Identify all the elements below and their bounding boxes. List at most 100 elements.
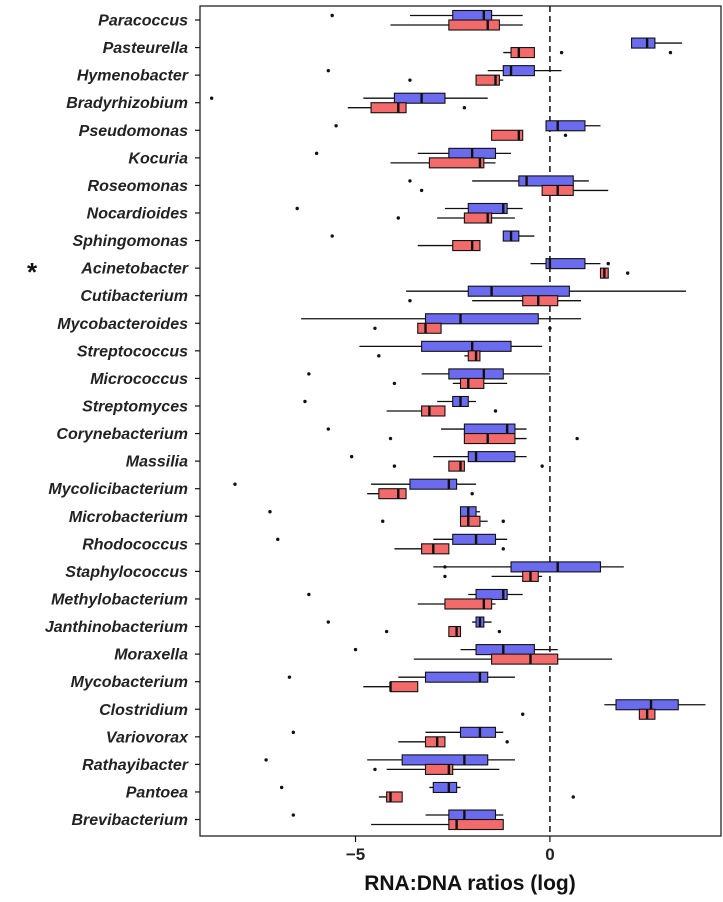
red-box <box>510 47 535 59</box>
category-label: Clostridium <box>99 702 188 719</box>
red-box <box>459 515 481 527</box>
blue-box <box>510 561 602 573</box>
category-label: Nocardioides <box>87 205 188 222</box>
blue-box <box>467 451 516 463</box>
category-label: Rhodococcus <box>82 536 188 553</box>
blue-box <box>448 368 504 380</box>
red-box <box>389 681 419 693</box>
blue-outlier-point <box>295 206 299 211</box>
red-box <box>522 295 559 307</box>
blue-box <box>432 781 458 794</box>
red-box <box>463 212 493 224</box>
red-box <box>491 129 524 141</box>
red-box <box>421 405 446 417</box>
blue-box <box>502 65 535 77</box>
blue-outlier-point <box>287 675 292 679</box>
blue-box <box>424 671 489 683</box>
red-box <box>448 818 504 831</box>
plot-frame <box>199 5 722 837</box>
red-outlier-point <box>563 133 568 137</box>
category-label: Pasteurella <box>103 40 188 57</box>
red-box <box>459 377 485 389</box>
category-label: Methylobacterium <box>51 591 188 608</box>
red-box <box>463 432 516 445</box>
red-outlier-point <box>497 629 502 634</box>
blue-box <box>401 754 489 766</box>
category-label: Streptococcus <box>77 343 188 360</box>
category-label: Paracoccus <box>98 13 188 30</box>
x-tick-label: −5 <box>346 845 365 864</box>
red-outlier-point <box>548 326 552 330</box>
blue-outlier-point <box>408 179 412 183</box>
blue-outlier-point <box>330 13 334 18</box>
category-label: Mycobacteroides <box>57 316 188 333</box>
red-box <box>475 74 500 86</box>
red-outlier-point <box>392 381 397 386</box>
blue-box <box>545 120 586 132</box>
red-box <box>444 598 493 610</box>
category-label: Rathayibacter <box>82 757 189 774</box>
red-outlier-point <box>443 574 447 579</box>
blue-box <box>452 533 497 545</box>
blue-outlier-point <box>303 399 307 404</box>
significance-marker: * <box>27 257 38 287</box>
category-label: Bradyrhizobium <box>66 95 188 112</box>
red-outlier-point <box>373 767 377 772</box>
red-outlier-point <box>505 740 509 744</box>
blue-outlier-point <box>326 620 331 624</box>
red-box <box>370 102 407 114</box>
red-box <box>467 350 481 362</box>
category-label: Micrococcus <box>90 371 188 388</box>
category-label: Streptomyces <box>82 398 188 415</box>
category-label: Massilia <box>126 454 188 471</box>
blue-box <box>459 726 497 738</box>
red-outlier-point <box>377 354 381 358</box>
blue-outlier-point <box>326 427 331 431</box>
category-label: Brevibacterium <box>72 812 189 829</box>
red-outlier-point <box>501 547 505 551</box>
blue-outlier-point <box>334 124 338 128</box>
category-label: Kocuria <box>128 150 188 167</box>
blue-box <box>475 644 535 656</box>
blue-box <box>467 285 570 297</box>
red-outlier-point <box>381 519 385 523</box>
blue-outlier-point <box>353 647 358 652</box>
blue-outlier-point <box>443 565 447 569</box>
label-layer: −5 0 Paracoccus Pasteurella Hymenobacter Brad… <box>27 13 555 865</box>
red-box <box>491 653 559 665</box>
blue-box <box>393 92 446 104</box>
category-label: Cutibacterium <box>80 288 188 305</box>
red-outlier-point <box>668 50 673 55</box>
red-outlier-point <box>493 409 498 413</box>
blue-box <box>631 37 656 49</box>
category-label: Mycolicibacterium <box>48 481 188 498</box>
blue-outlier-point <box>326 68 331 73</box>
blue-outlier-point <box>349 454 354 459</box>
red-box <box>421 543 450 555</box>
red-outlier-point <box>571 795 575 799</box>
red-box <box>386 791 403 803</box>
red-box <box>428 157 485 169</box>
category-label: Sphingomonas <box>72 233 188 250</box>
blue-outlier-point <box>330 234 334 238</box>
red-outlier-point <box>501 519 505 523</box>
blue-outlier-point <box>279 785 284 790</box>
plot-layer <box>195 5 722 842</box>
blue-outlier-point <box>291 813 296 817</box>
blue-outlier-point <box>307 372 311 376</box>
blue-box <box>545 258 586 270</box>
x-tick-label: 0 <box>545 845 554 864</box>
category-label: Variovorax <box>106 729 189 746</box>
red-box <box>424 763 454 775</box>
blue-outlier-point <box>291 730 296 735</box>
category-label: Mycobacterium <box>71 674 188 691</box>
category-label: Acinetobacter <box>80 261 188 278</box>
red-outlier-point <box>470 491 474 496</box>
red-outlier-point <box>559 50 564 55</box>
blue-box <box>424 313 539 325</box>
blue-outlier-point <box>264 758 268 762</box>
red-outlier-point <box>462 106 467 110</box>
category-label: Janthinobacterium <box>45 619 188 636</box>
red-outlier-point <box>384 629 389 634</box>
